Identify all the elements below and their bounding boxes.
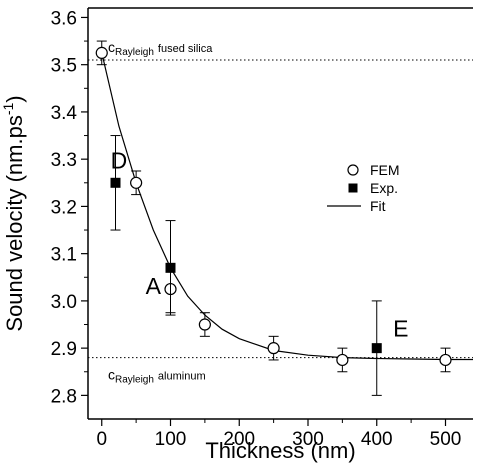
annotations: D A E bbox=[111, 148, 409, 342]
annotation-label: E bbox=[393, 315, 408, 341]
reference-line-label: cRayleigh fused silica bbox=[108, 39, 213, 58]
x-tick-label: 300 bbox=[292, 429, 324, 450]
data-points bbox=[95, 40, 452, 396]
x-tick-label: 500 bbox=[430, 429, 462, 450]
x-axis-title: Thickness (nm) bbox=[205, 438, 355, 463]
y-axis-title: Sound velocity (nm.ps-1) bbox=[0, 95, 27, 331]
fem-point bbox=[130, 176, 143, 189]
y-tick-label: 3.3 bbox=[51, 150, 77, 171]
y-tick-label: 2.9 bbox=[51, 339, 77, 360]
reference-line-label: cRayleigh aluminum bbox=[108, 367, 206, 386]
fem-point bbox=[95, 46, 108, 59]
y-axis-title-end: ) bbox=[2, 95, 27, 102]
x-tick-label: 100 bbox=[155, 429, 187, 450]
axes: 2.8 2.9 3.0 3.1 3.2 3.3 3.4 3.5 3.6 0 100 200 300 400… bbox=[51, 7, 473, 450]
exp-point bbox=[165, 262, 176, 273]
y-tick-label: 3.1 bbox=[51, 245, 77, 266]
y-tick-label: 2.8 bbox=[51, 386, 77, 407]
y-axis-title-exponent: -1 bbox=[0, 103, 16, 116]
y-tick-label: 3.4 bbox=[51, 103, 78, 124]
reference-lines: cRayleigh fused silica cRayleigh aluminum bbox=[88, 39, 473, 386]
annotation-label: A bbox=[146, 273, 162, 299]
legend-label: FEM bbox=[370, 162, 400, 178]
x-tick-label: 0 bbox=[96, 429, 107, 450]
legend-label: Exp. bbox=[370, 180, 398, 196]
fem-point bbox=[267, 342, 280, 355]
legend-exp-marker bbox=[348, 183, 358, 193]
y-tick-label: 3.6 bbox=[51, 8, 77, 29]
y-tick-label: 3.5 bbox=[51, 56, 77, 77]
y-tick-label: 3.0 bbox=[51, 292, 77, 313]
fem-point bbox=[198, 318, 211, 331]
legend: FEM Exp. Fit bbox=[327, 162, 400, 214]
legend-fem-marker bbox=[347, 164, 359, 176]
fem-point bbox=[439, 353, 452, 367]
fem-point bbox=[336, 353, 349, 367]
exp-point bbox=[371, 343, 382, 354]
y-axis-title-main: Sound velocity (nm.ps bbox=[2, 115, 27, 331]
legend-label: Fit bbox=[370, 198, 386, 214]
annotation-label: D bbox=[111, 148, 128, 174]
y-tick-label: 3.2 bbox=[51, 197, 77, 218]
fit-curve bbox=[101, 52, 473, 361]
fit-curve-group bbox=[101, 52, 473, 361]
x-tick-label: 400 bbox=[361, 429, 393, 450]
x-tick-label: 200 bbox=[223, 429, 255, 450]
exp-point bbox=[110, 177, 121, 188]
